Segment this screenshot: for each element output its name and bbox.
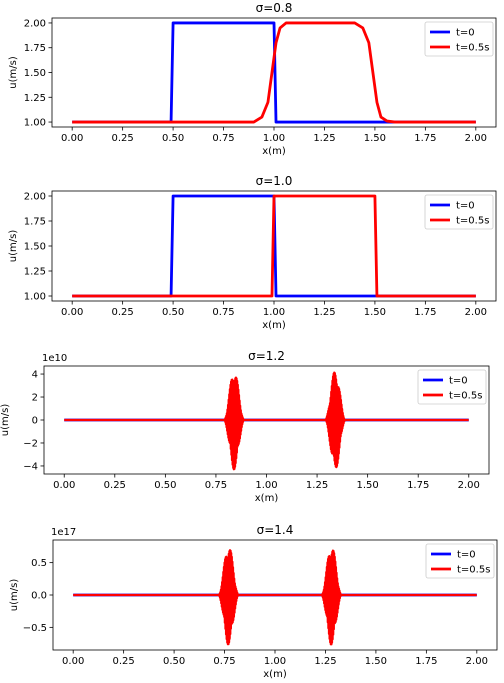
y-tick-label: 1.75 [24,217,46,228]
legend-label: t=0.5s [456,43,489,54]
y-tick-label: 1.00 [24,292,46,303]
y-tick-label: 1.25 [24,93,46,104]
y-tick-label: 0.0 [31,591,47,602]
series-line-2 [72,194,476,298]
series-line-2 [63,371,470,471]
x-tick-label: 1.25 [314,656,336,667]
chart-title: σ=0.8 [256,1,293,15]
x-tick-label: 0.25 [112,307,134,318]
x-tick-label: 0.00 [61,133,83,144]
y-tick-label: 1.25 [24,267,46,278]
x-tick-label: 1.75 [414,133,436,144]
y-tick-label: 0.5 [31,558,47,569]
y-tick-label: 1.75 [24,43,46,54]
x-axis-label: x(m) [262,146,286,157]
legend-label: t=0 [449,376,468,387]
x-tick-label: 0.00 [61,307,83,318]
plot-area [72,194,476,298]
y-tick-label: 2.00 [24,192,46,203]
y-tick-label: −2 [23,438,38,449]
y-tick-label: −0.5 [23,623,47,634]
axis-offset-text: 1e10 [42,353,67,364]
x-tick-label: 0.50 [162,133,184,144]
legend-label: t=0 [456,28,475,39]
x-tick-label: 0.75 [205,480,227,491]
x-tick-label: 2.00 [465,133,487,144]
y-tick-label: 4 [32,370,38,381]
x-tick-label: 0.50 [162,307,184,318]
y-axis-label: u(m/s) [0,404,11,437]
legend-label: t=0 [457,550,476,561]
x-tick-label: 1.25 [313,307,335,318]
x-tick-label: 2.00 [466,656,488,667]
x-tick-label: 1.00 [264,656,286,667]
x-tick-label: 1.75 [415,656,437,667]
x-axis-label: x(m) [263,669,287,680]
x-tick-label: 1.00 [263,133,285,144]
legend-label: t=0 [456,201,475,212]
legend-label: t=0.5s [457,565,490,576]
x-axis-label: x(m) [255,493,279,504]
x-tick-label: 1.75 [407,480,429,491]
x-tick-label: 1.50 [357,480,379,491]
x-tick-label: 1.50 [364,307,386,318]
x-tick-label: 0.75 [212,307,234,318]
x-tick-label: 0.50 [163,656,185,667]
x-tick-label: 1.00 [255,480,277,491]
chart-title: σ=1.0 [256,174,293,188]
y-tick-label: 1.00 [24,118,46,129]
x-tick-label: 2.00 [458,480,480,491]
y-tick-label: 1.50 [24,68,46,79]
legend: t=0 t=0.5s [425,543,495,579]
x-tick-label: 0.25 [113,656,135,667]
legend: t=0 t=0.5s [417,369,487,405]
y-tick-label: 2 [32,393,38,404]
series-line-2 [72,21,476,124]
legend: t=0 t=0.5s [424,194,494,230]
y-tick-label: 0 [32,416,38,427]
plot-area [72,21,476,124]
axis-offset-text: 1e17 [51,527,76,538]
plot-area [72,549,478,646]
chart-1: 0.00 0.25 0.50 0.75 1.00 1.25 1.50 1.75 2.00 1.00… [8,1,497,157]
x-tick-label: 1.50 [364,133,386,144]
x-tick-label: 1.75 [414,307,436,318]
chart-4: 0.00 0.25 0.50 0.75 1.00 1.25 1.50 1.75 2.00 0.5 0… [9,523,498,680]
x-tick-label: 1.25 [306,480,328,491]
legend: t=0 t=0.5s [424,21,494,57]
series-line-1 [72,21,476,124]
x-axis-label: x(m) [262,320,286,331]
y-tick-label: 2.00 [24,18,46,29]
x-tick-label: 2.00 [465,307,487,318]
x-tick-label: 0.25 [104,480,126,491]
x-tick-label: 0.50 [154,480,176,491]
x-tick-label: 0.25 [112,133,134,144]
y-tick-label: −4 [23,461,38,472]
legend-label: t=0.5s [449,391,482,402]
plot-area [63,371,470,471]
y-axis-label: u(m/s) [8,56,19,89]
chart-title: σ=1.2 [248,349,285,363]
x-tick-label: 1.25 [313,133,335,144]
x-tick-label: 0.75 [213,656,235,667]
y-axis-label: u(m/s) [8,230,19,263]
x-tick-label: 0.00 [62,656,84,667]
x-tick-label: 0.75 [212,133,234,144]
x-tick-label: 0.00 [53,480,75,491]
chart-3: 0.00 0.25 0.50 0.75 1.00 1.25 1.50 1.75 2.00 4 2 0 −… [0,349,490,504]
chart-2: 0.00 0.25 0.50 0.75 1.00 1.25 1.50 1.75 2.00 1.00… [8,174,497,331]
y-tick-label: 1.50 [24,242,46,253]
x-tick-label: 1.50 [365,656,387,667]
y-axis-label: u(m/s) [9,579,20,612]
chart-title: σ=1.4 [257,523,294,537]
series-line-2 [72,549,478,646]
legend-label: t=0.5s [456,216,489,227]
x-tick-label: 1.00 [263,307,285,318]
